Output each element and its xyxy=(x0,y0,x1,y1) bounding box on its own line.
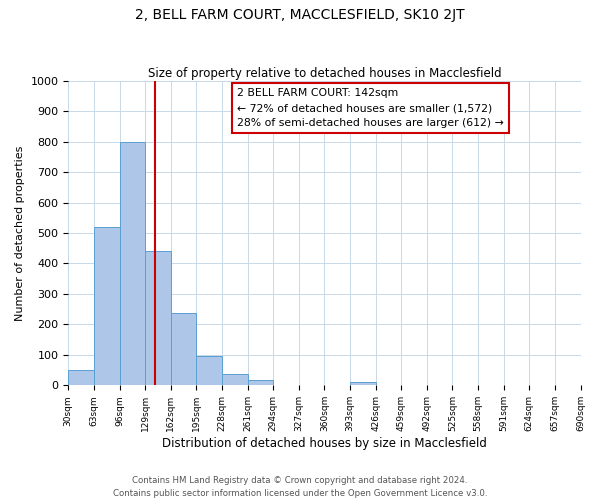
X-axis label: Distribution of detached houses by size in Macclesfield: Distribution of detached houses by size … xyxy=(162,437,487,450)
Text: Contains HM Land Registry data © Crown copyright and database right 2024.
Contai: Contains HM Land Registry data © Crown c… xyxy=(113,476,487,498)
Text: 2, BELL FARM COURT, MACCLESFIELD, SK10 2JT: 2, BELL FARM COURT, MACCLESFIELD, SK10 2… xyxy=(135,8,465,22)
Bar xyxy=(350,382,376,386)
Y-axis label: Number of detached properties: Number of detached properties xyxy=(15,146,25,320)
Bar xyxy=(119,142,145,386)
Bar xyxy=(94,227,119,386)
Bar xyxy=(196,356,222,386)
Bar xyxy=(68,370,94,386)
Bar xyxy=(248,380,273,386)
Bar xyxy=(222,374,248,386)
Bar xyxy=(145,252,171,386)
Title: Size of property relative to detached houses in Macclesfield: Size of property relative to detached ho… xyxy=(148,66,501,80)
Bar xyxy=(171,313,196,386)
Text: 2 BELL FARM COURT: 142sqm
← 72% of detached houses are smaller (1,572)
28% of se: 2 BELL FARM COURT: 142sqm ← 72% of detac… xyxy=(238,88,504,128)
